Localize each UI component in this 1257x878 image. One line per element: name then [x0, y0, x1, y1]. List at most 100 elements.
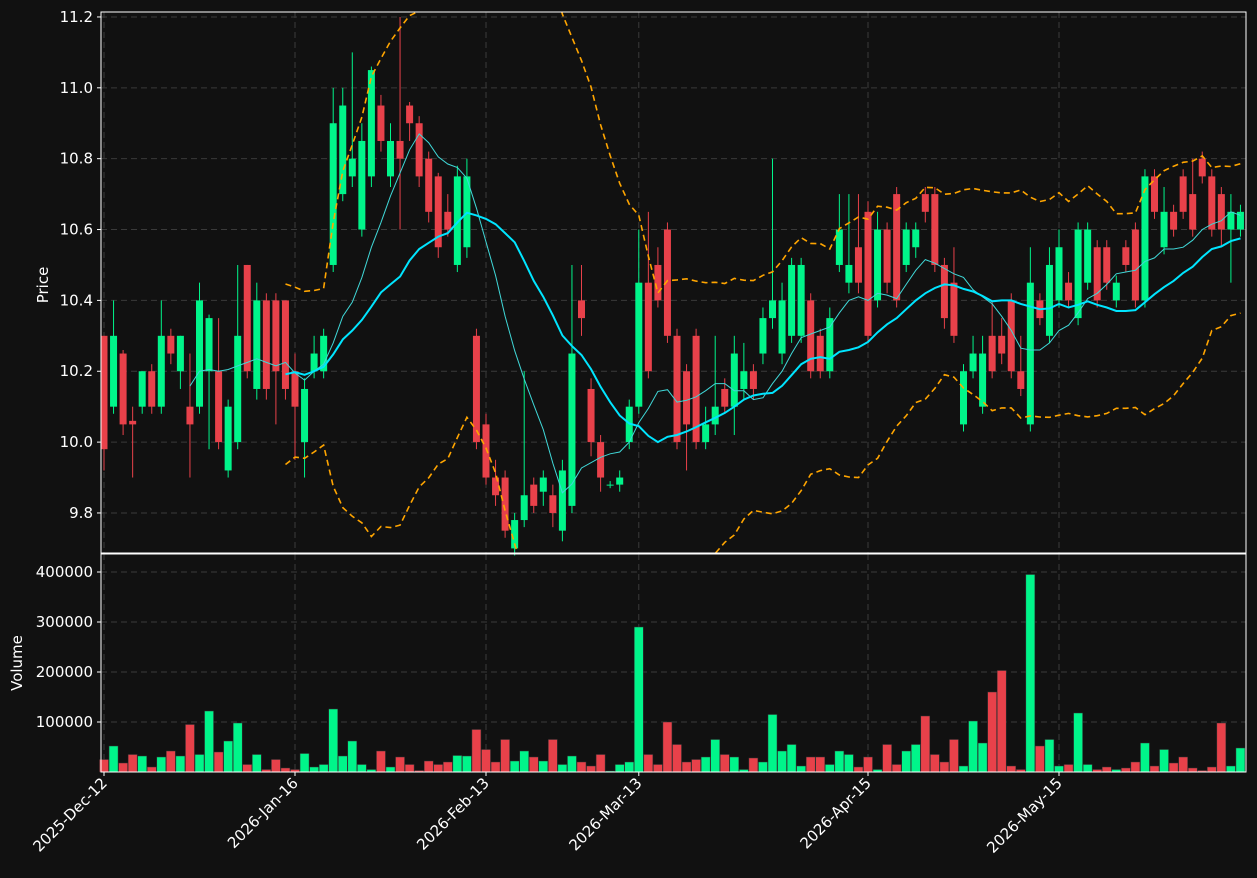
candle-body [711, 406, 719, 425]
candle-body [1170, 211, 1178, 230]
candle-body [683, 371, 691, 425]
volume-bar [1006, 765, 1016, 773]
candle-body [940, 264, 948, 319]
volume-bar [1130, 761, 1141, 773]
candle-body [472, 335, 480, 443]
volume-bar [299, 753, 310, 773]
candle-body [262, 300, 270, 389]
volume-bar [137, 755, 147, 773]
volume-bar [834, 750, 845, 773]
candle-body [931, 194, 939, 265]
candle-body [358, 140, 366, 230]
y-tick-label: 11.0 [60, 79, 93, 97]
candle-body [1122, 247, 1130, 265]
candle-body [788, 264, 796, 336]
volume-bar [548, 739, 558, 773]
volume-bar [729, 756, 740, 773]
candle-body [291, 371, 299, 407]
y-tick-label: 10.6 [60, 221, 93, 239]
candle-body [1141, 176, 1149, 301]
candle-body [253, 300, 261, 389]
volume-bar [557, 764, 568, 773]
candle-body [721, 388, 729, 407]
y-tick-label: 9.8 [69, 504, 93, 522]
volume-frame [100, 553, 1247, 773]
candle-body [301, 388, 309, 443]
candle-body [730, 353, 738, 407]
candle-body [644, 282, 652, 372]
volume-bar [853, 766, 864, 773]
volume-bar [500, 739, 510, 773]
moving-average [189, 133, 1241, 494]
volume-bar [844, 754, 854, 773]
candle-body [205, 318, 213, 372]
candle-body [1065, 282, 1073, 301]
candle-body [835, 229, 843, 265]
volume-bar [614, 764, 625, 773]
candle-body [807, 300, 815, 372]
candle-body [864, 211, 872, 336]
volume-bar [958, 765, 969, 773]
volume-bar [863, 756, 873, 773]
candle-body [310, 353, 318, 372]
volume-bar [509, 760, 520, 773]
candle-body [902, 229, 910, 265]
candle-body [387, 140, 394, 177]
volume-bar [748, 757, 759, 773]
candle-body [816, 335, 824, 372]
volume-bar [433, 764, 443, 773]
volume-bar [309, 766, 319, 773]
volume-bar [1063, 764, 1074, 773]
volume-bar [1207, 766, 1217, 773]
volume-bar [1025, 574, 1036, 773]
volume-bar [1082, 764, 1093, 773]
candle-body [100, 335, 108, 450]
candle-body [692, 335, 700, 443]
moving-average [285, 211, 1241, 444]
candle-body [663, 229, 671, 336]
candle-body [243, 264, 251, 372]
volume-bar [758, 761, 768, 773]
candle-body [606, 484, 614, 486]
volume-bar [338, 755, 348, 773]
candle-body [950, 282, 958, 336]
volume-bar [767, 714, 778, 773]
volume-bar [987, 691, 997, 773]
candle-body [759, 318, 767, 354]
candle-body [568, 353, 576, 506]
candle-body [1017, 371, 1025, 389]
candle-body [635, 282, 643, 407]
candle-body [1198, 158, 1206, 177]
volume-bar [280, 767, 291, 773]
candle-body [520, 495, 528, 521]
candle-body [960, 371, 967, 425]
candle-body [186, 406, 194, 425]
candle-body [281, 300, 289, 389]
candle-body [740, 371, 748, 389]
volume-bar [634, 626, 644, 773]
volume-bar [624, 761, 634, 773]
volume-bar [127, 754, 138, 773]
candle-body [979, 353, 987, 407]
volume-bar [662, 721, 673, 773]
candle-body [110, 335, 118, 407]
candle-body [215, 371, 223, 443]
candle-body [749, 371, 757, 389]
volume-bar [328, 708, 338, 773]
volume-bar [815, 756, 825, 773]
price-frame [100, 11, 1247, 554]
candle-body [769, 300, 776, 319]
volume-bar [643, 754, 654, 773]
candle-body [1208, 176, 1216, 230]
volume-bar [882, 744, 892, 773]
volume-bar [710, 739, 720, 773]
candle-body [702, 424, 710, 443]
volume-bar [318, 764, 329, 773]
volume-bar [672, 744, 682, 773]
volume-bar [156, 756, 167, 773]
candle-body [883, 229, 891, 283]
volume-bar [490, 761, 501, 773]
candle-body [415, 123, 423, 177]
volume-bar [567, 755, 577, 773]
volume-bar [1226, 765, 1236, 773]
